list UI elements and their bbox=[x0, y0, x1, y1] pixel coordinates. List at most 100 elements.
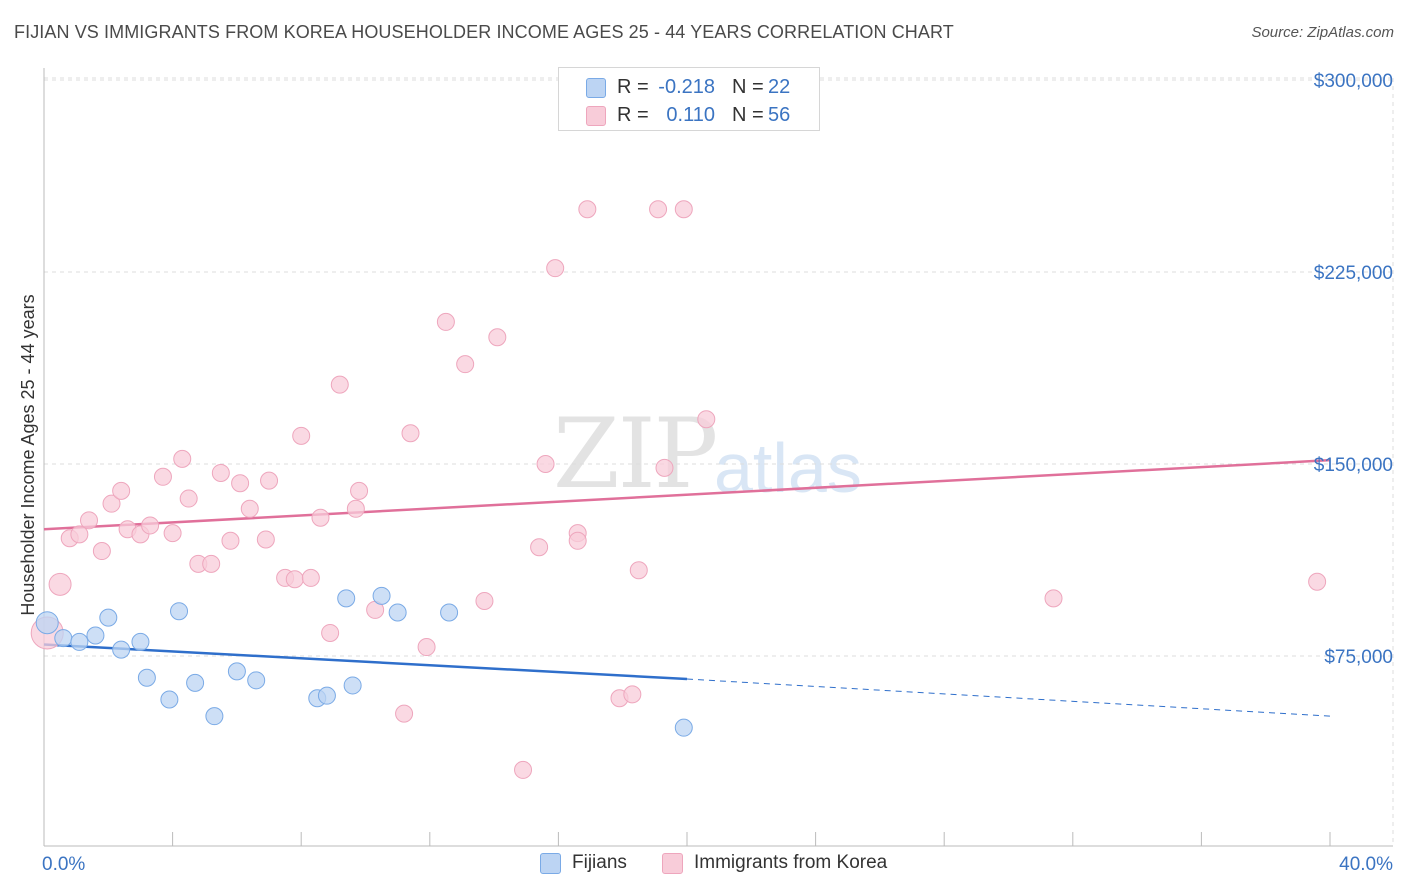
fijians-point bbox=[205, 707, 224, 726]
korea-point bbox=[221, 531, 240, 550]
korea-point bbox=[211, 463, 230, 482]
fijians-point bbox=[160, 690, 179, 709]
korea-point bbox=[674, 200, 693, 219]
y-axis-label: Householder Income Ages 25 - 44 years bbox=[18, 294, 38, 615]
fijians-point bbox=[99, 608, 118, 627]
korea-point bbox=[350, 481, 369, 500]
korea-point bbox=[321, 623, 340, 642]
n-label: N = bbox=[732, 76, 764, 98]
korea-point bbox=[417, 638, 436, 657]
korea-point bbox=[488, 328, 507, 347]
fijians-point bbox=[54, 629, 73, 648]
korea-point bbox=[92, 542, 111, 561]
korea-point bbox=[456, 355, 475, 374]
watermark-zip: ZIP bbox=[553, 398, 718, 510]
korea-point bbox=[546, 259, 565, 278]
korea-point bbox=[578, 200, 597, 219]
legend-row-fijians: R = -0.218 N = 22 bbox=[559, 74, 819, 102]
x-tick-label-max: 40.0% bbox=[1339, 854, 1393, 875]
korea-point bbox=[70, 525, 89, 544]
korea-point bbox=[436, 312, 455, 331]
fijians-point bbox=[86, 626, 105, 645]
r-label: R = bbox=[617, 76, 649, 98]
y-tick-label: $225,000 bbox=[1314, 263, 1393, 284]
fijians-legend-icon bbox=[540, 853, 561, 874]
korea-point bbox=[141, 516, 160, 535]
fijians-point bbox=[343, 676, 362, 695]
fijians-point bbox=[372, 586, 391, 605]
fijians-legend-label: Fijians bbox=[572, 852, 627, 873]
korea-legend-label: Immigrants from Korea bbox=[694, 852, 888, 873]
korea-point bbox=[1308, 572, 1327, 591]
korea-point bbox=[629, 561, 648, 580]
fijians-point bbox=[137, 668, 156, 687]
korea-point bbox=[179, 489, 198, 508]
chart-title: FIJIAN VS IMMIGRANTS FROM KOREA HOUSEHOL… bbox=[14, 22, 954, 42]
fijians-point bbox=[186, 673, 205, 692]
fijians-point bbox=[317, 686, 336, 705]
fijians-point bbox=[337, 589, 356, 608]
n-value: 56 bbox=[768, 104, 791, 126]
korea-point bbox=[240, 499, 259, 518]
korea-point bbox=[285, 570, 304, 589]
source-label: Source: ZipAtlas.com bbox=[1251, 24, 1394, 41]
watermark-atlas: atlas bbox=[714, 429, 862, 507]
r-label: R = bbox=[617, 104, 649, 126]
korea-point bbox=[568, 531, 587, 550]
fijians-point bbox=[388, 603, 407, 622]
fijians-point bbox=[247, 671, 266, 690]
fijians-trend-line bbox=[686, 678, 1331, 717]
r-value: -0.218 bbox=[658, 76, 715, 98]
fijians-trend-line bbox=[43, 643, 688, 681]
korea-legend-icon bbox=[662, 853, 683, 874]
korea-point bbox=[153, 467, 172, 486]
korea-point bbox=[292, 426, 311, 445]
data-points bbox=[30, 200, 1327, 779]
fijians-point bbox=[112, 640, 131, 659]
korea-point bbox=[330, 375, 349, 394]
r-value: 0.110 bbox=[666, 104, 715, 126]
korea-point bbox=[311, 508, 330, 527]
fijians-swatch-icon bbox=[586, 78, 606, 98]
korea-point bbox=[401, 424, 420, 443]
n-label: N = bbox=[732, 104, 764, 126]
korea-point bbox=[112, 481, 131, 500]
trend-lines bbox=[43, 458, 1331, 717]
korea-point bbox=[102, 494, 121, 513]
fijians-point bbox=[170, 602, 189, 621]
axes bbox=[43, 68, 1393, 847]
korea-point bbox=[530, 538, 549, 557]
fijians-point bbox=[674, 718, 693, 737]
korea-point bbox=[475, 591, 494, 610]
korea-point bbox=[163, 524, 182, 543]
korea-point bbox=[536, 455, 555, 473]
korea-point bbox=[80, 511, 99, 530]
korea-swatch-icon bbox=[586, 106, 606, 126]
korea-point bbox=[346, 499, 365, 518]
korea-point bbox=[231, 474, 250, 493]
grid-lines bbox=[44, 77, 1394, 846]
fijians-point bbox=[70, 632, 89, 651]
correlation-legend: R = -0.218 N = 22 R = 0.110 N = 56 bbox=[558, 67, 820, 131]
y-tick-label: $150,000 bbox=[1314, 455, 1393, 476]
korea-point bbox=[514, 760, 533, 779]
korea-point bbox=[1044, 589, 1063, 608]
korea-point bbox=[649, 200, 668, 219]
n-value: 22 bbox=[768, 76, 791, 98]
x-tick-label-min: 0.0% bbox=[42, 854, 85, 875]
korea-point bbox=[623, 685, 642, 704]
legend-row-korea: R = 0.110 N = 56 bbox=[559, 102, 819, 130]
korea-point bbox=[697, 410, 716, 429]
korea-point bbox=[301, 568, 320, 587]
korea-point bbox=[173, 449, 192, 468]
fijians-point bbox=[131, 632, 150, 651]
y-tick-label: $300,000 bbox=[1314, 71, 1393, 92]
korea-point bbox=[260, 471, 279, 490]
korea-point bbox=[655, 458, 674, 477]
y-tick-label: $75,000 bbox=[1324, 647, 1393, 668]
korea-point bbox=[48, 572, 72, 596]
korea-point bbox=[256, 530, 275, 549]
korea-point bbox=[395, 704, 414, 723]
korea-point bbox=[202, 554, 221, 573]
